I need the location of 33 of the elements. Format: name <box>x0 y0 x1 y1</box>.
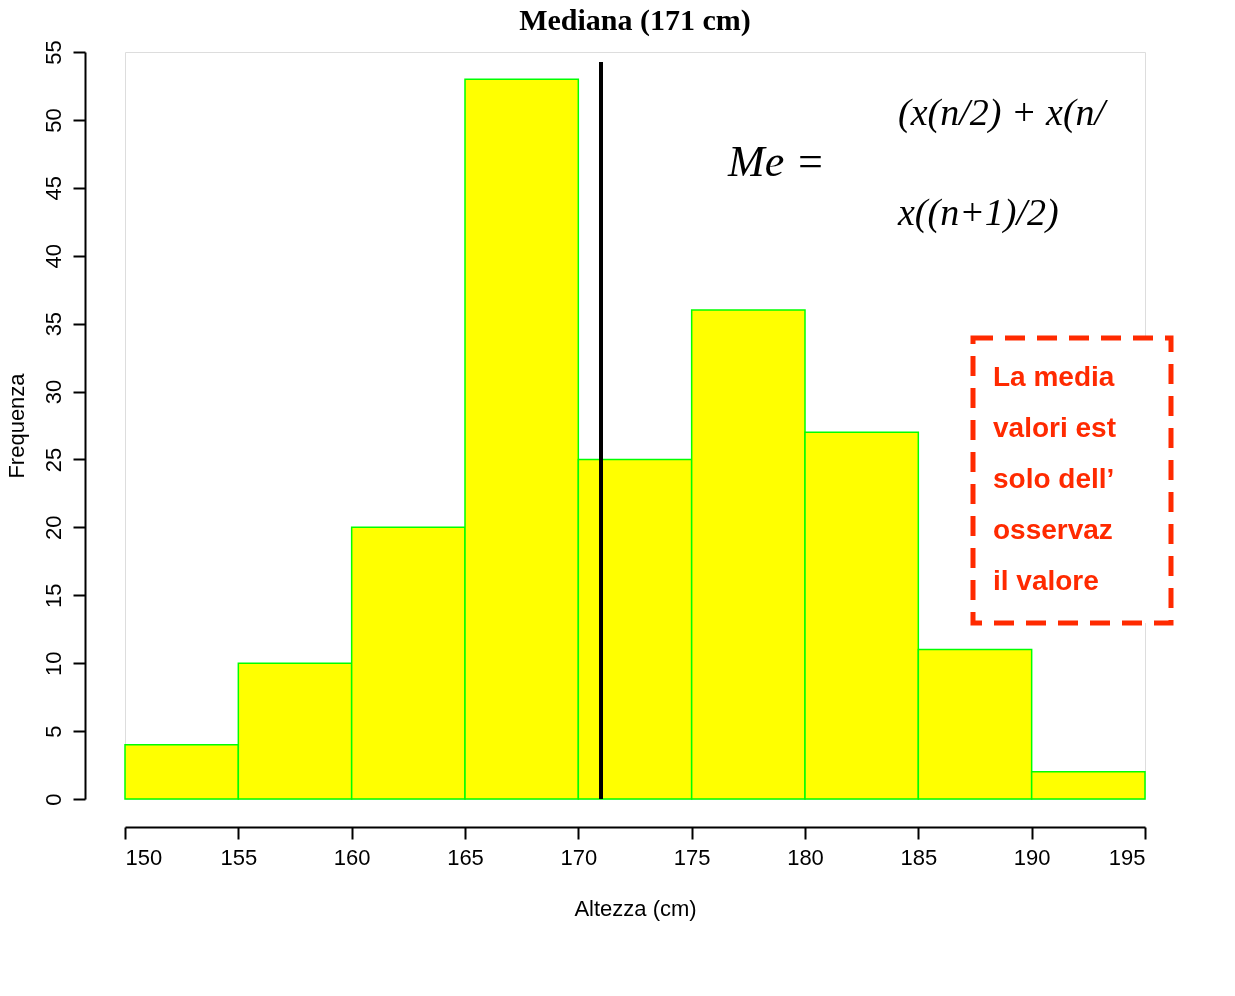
y-tick-label: 55 <box>40 40 66 65</box>
annotation: La media <box>993 361 1115 392</box>
y-tick-label: 15 <box>40 583 66 609</box>
x-tick-label: 155 <box>220 844 258 870</box>
annotation: Me = <box>727 137 825 186</box>
y-tick-label: 50 <box>40 108 66 133</box>
x-tick-label: 150 <box>125 844 163 870</box>
y-tick-label: 25 <box>40 447 66 473</box>
x-tick-label: 160 <box>333 844 371 870</box>
chart-title: Mediana (171 cm) <box>519 2 751 37</box>
y-tick-label: 40 <box>40 243 66 269</box>
x-tick-label: 180 <box>787 844 824 870</box>
y-tick-label: 45 <box>40 176 66 201</box>
y-tick-label: 5 <box>40 725 66 738</box>
annotation: valori est <box>993 412 1116 443</box>
x-tick-label: 185 <box>900 844 938 870</box>
x-tick-label: 195 <box>1108 844 1146 870</box>
x-tick-label: 165 <box>447 844 484 870</box>
annotation: osservaz <box>993 514 1113 545</box>
y-axis-title: Frequenza <box>3 372 29 479</box>
x-tick-label: 170 <box>560 844 598 870</box>
annotation: x((n+1)/2) <box>897 191 1059 234</box>
x-tick-label: 175 <box>673 844 711 870</box>
y-tick-label: 10 <box>40 651 66 676</box>
annotation: solo dell’ <box>993 463 1115 494</box>
x-axis-title: Altezza (cm) <box>574 895 697 921</box>
y-tick-label: 35 <box>40 311 66 337</box>
y-tick-label: 30 <box>40 379 66 405</box>
annotation: (x(n/2) + x(n/ <box>898 91 1109 134</box>
x-tick-label: 190 <box>1013 844 1051 870</box>
y-tick-label: 20 <box>40 515 66 541</box>
y-tick-label: 0 <box>40 793 66 806</box>
annotation: il valore <box>993 565 1099 596</box>
